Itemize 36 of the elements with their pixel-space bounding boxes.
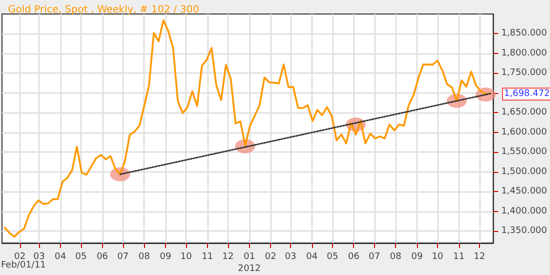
x-tick-label: 07 — [117, 252, 129, 262]
text: Feb/01/11 — [1, 260, 46, 270]
y-tick-label: 1,850.000 — [501, 28, 548, 39]
x-tick-label: 10 — [432, 252, 444, 262]
x-tick-label: 06 — [96, 252, 108, 262]
y-tick-label: 1,600.000 — [501, 127, 548, 138]
y-tick-label: 1,400.000 — [501, 206, 548, 216]
y-tick-label: 1,550.000 — [501, 147, 548, 158]
x-tick-label: 05 — [326, 252, 338, 262]
y-tick-label: 1,350.000 — [501, 226, 548, 236]
x-tick-label: 11 — [202, 252, 214, 262]
x-tick-label: 03 — [33, 252, 45, 262]
x-tick-label: 09 — [160, 252, 172, 262]
y-tick-label: 1,500.000 — [501, 166, 548, 177]
y-tick-label: 1,800.000 — [501, 48, 548, 58]
x-tick-label: 02 — [14, 252, 26, 262]
y-tick-label: 1,750.000 — [501, 68, 548, 78]
x-tick-label: 08 — [138, 252, 150, 262]
x-tick-label: 06 — [348, 252, 360, 262]
x-tick-label: 12 — [222, 252, 234, 262]
annotation: 1,698.472 — [504, 89, 550, 100]
x-tick-label: 12 — [474, 252, 486, 262]
y-tick-label: 1,450.000 — [501, 186, 548, 197]
x-tick-label: 05 — [75, 252, 87, 262]
x-tick-label: 03 — [284, 252, 296, 262]
x-tick-label: 07 — [368, 252, 380, 262]
chart-title: Gold Price, Spot , Weekly, # 102 / 300 — [8, 4, 200, 16]
x-tick-label: 04 — [54, 252, 66, 262]
x-tick-label: 04 — [306, 252, 318, 262]
y-tick-label: 1,650.000 — [501, 108, 548, 118]
x-tick-label: 11 — [453, 252, 465, 262]
x-tick-label: 02 — [264, 252, 276, 262]
x-tick-label: 10 — [180, 252, 192, 262]
x-tick-label: 09 — [411, 252, 423, 262]
x-tick-label: 08 — [390, 252, 402, 262]
x-tick-label: 01 2012 — [238, 252, 261, 274]
